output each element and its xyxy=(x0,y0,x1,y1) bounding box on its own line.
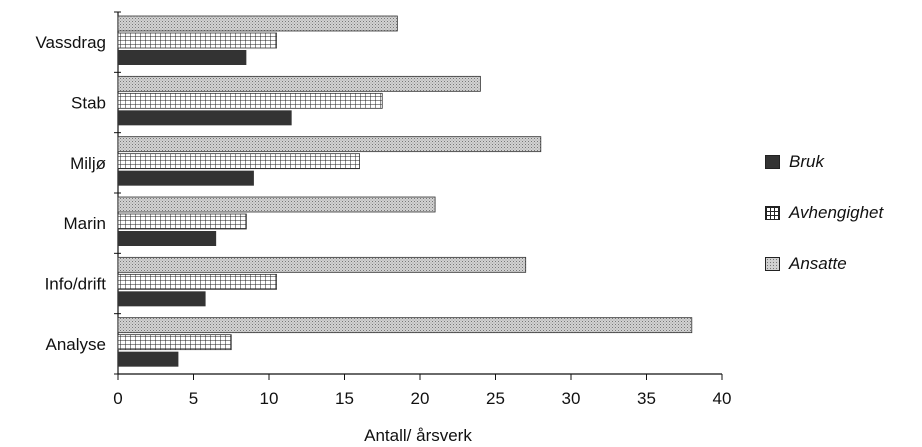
bar-avhengighet-vassdrag xyxy=(117,32,277,49)
x-tick-label-20: 20 xyxy=(411,389,430,408)
x-tick-label-25: 25 xyxy=(486,389,505,408)
x-tick-label-40: 40 xyxy=(713,389,732,408)
legend-label-ansatte: Ansatte xyxy=(789,254,847,273)
bar-avhengighet-analyse xyxy=(117,334,232,351)
bar-bruk-miljø xyxy=(118,170,254,186)
bar-ansatte-stab xyxy=(117,75,481,92)
x-tick-label-35: 35 xyxy=(637,389,656,408)
x-tick-label-10: 10 xyxy=(260,389,279,408)
plot-area: 0 5 10 15 20 25 30 35 40 Vassdrag Stab Miljø Marin In… xyxy=(35,11,732,445)
bar-avhengighet-marin xyxy=(117,213,247,230)
legend-label-bruk: Bruk xyxy=(789,152,824,171)
bar-bruk-stab xyxy=(118,110,292,126)
legend-swatch-ansatte xyxy=(765,257,780,271)
bar-avhengighet-info-drift xyxy=(117,273,277,290)
x-tick-label-15: 15 xyxy=(335,389,354,408)
bar-ansatte-marin xyxy=(117,196,436,213)
bar-bruk-analyse xyxy=(118,351,179,367)
legend-item-ansatte: Ansatte xyxy=(765,252,883,276)
category-label-4: Info/drift xyxy=(45,275,107,294)
bar-bruk-info-drift xyxy=(118,291,206,307)
category-label-1: Stab xyxy=(71,94,106,113)
category-label-5: Analyse xyxy=(46,335,106,354)
bar-avhengighet-stab xyxy=(117,92,383,109)
x-tick-label-30: 30 xyxy=(562,389,581,408)
legend-swatch-avhengighet xyxy=(765,206,780,220)
legend-label-avhengighet: Avhengighet xyxy=(789,203,884,222)
bar-avhengighet-miljø xyxy=(117,153,361,170)
legend-item-bruk: Bruk xyxy=(765,150,883,174)
bar-bruk-marin xyxy=(118,231,217,246)
legend-swatch-bruk xyxy=(765,155,780,169)
x-tick-label-0: 0 xyxy=(113,389,122,408)
legend-item-avhengighet: Avhengighet xyxy=(765,201,883,225)
legend: Bruk Avhengighet Ansatte xyxy=(765,150,883,303)
bar-bruk-vassdrag xyxy=(118,50,247,65)
category-label-3: Marin xyxy=(63,214,106,233)
category-label-0: Vassdrag xyxy=(35,33,106,52)
bar-ansatte-vassdrag xyxy=(117,15,398,32)
category-label-2: Miljø xyxy=(70,154,106,173)
bar-ansatte-info-drift xyxy=(117,256,527,273)
bar-ansatte-analyse xyxy=(117,317,693,334)
x-axis-title: Antall/ årsverk xyxy=(364,426,472,445)
x-tick-label-5: 5 xyxy=(189,389,198,408)
bar-ansatte-miljø xyxy=(117,136,542,153)
